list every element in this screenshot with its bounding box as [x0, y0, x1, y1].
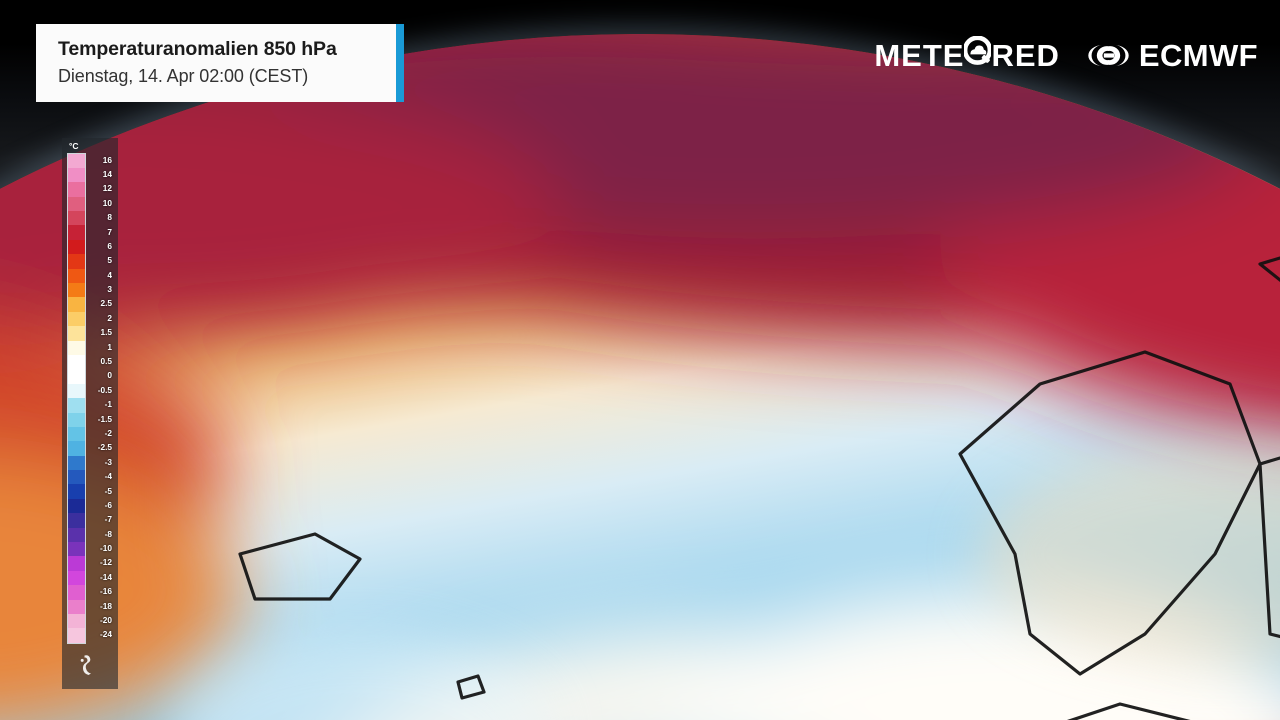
legend-tick: -1 — [104, 399, 112, 410]
legend-swatch — [68, 412, 85, 427]
legend-swatch — [68, 484, 85, 499]
legend-tick: -3 — [104, 456, 112, 467]
legend-tick: 6 — [107, 240, 112, 251]
color-scale-legend[interactable]: °C 16 14 12 10 8 7 6 5 4 3 2.5 2 1.5 1 0.5 0 -0.5 -1 -1.5 -… — [62, 138, 118, 689]
anomaly-field — [0, 34, 1280, 720]
meteored-logo[interactable]: METE RED — [874, 35, 1060, 75]
legend-tick: -16 — [100, 586, 112, 597]
legend-swatch — [68, 167, 85, 183]
legend-tick: 4 — [107, 269, 112, 280]
legend-tick: -5 — [104, 485, 112, 496]
legend-swatch — [68, 527, 85, 543]
legend-tick: 2 — [107, 312, 112, 323]
legend-tick: -2 — [104, 427, 112, 438]
forecast-timestamp: Dienstag, 14. Apr 02:00 (CEST) — [58, 66, 309, 87]
legend-tick: -0.5 — [97, 384, 112, 395]
legend-tick: -18 — [100, 600, 112, 611]
legend-tick: 12 — [102, 183, 112, 194]
legend-tick: -1.5 — [97, 413, 112, 424]
legend-unit-label: °C — [69, 141, 79, 151]
legend-swatch — [68, 455, 85, 471]
legend-swatch — [68, 297, 85, 312]
legend-tick-labels: 16 14 12 10 8 7 6 5 4 3 2.5 2 1.5 1 0.5 0 -0.5 -1 -1.5 -2 -2… — [90, 153, 114, 644]
legend-tick: 7 — [107, 226, 112, 237]
legend-tick: 5 — [107, 255, 112, 266]
legend-tick: -20 — [100, 615, 112, 626]
ecmwf-logo[interactable]: ECMWF — [1086, 38, 1258, 74]
accent-bar — [396, 24, 404, 102]
legend-swatch — [68, 225, 85, 240]
legend-tick: -7 — [104, 514, 112, 525]
legend-swatch — [68, 354, 85, 370]
legend-swatch — [68, 311, 85, 327]
legend-tick: -6 — [104, 499, 112, 510]
legend-tick: 0.5 — [100, 356, 112, 367]
legend-swatch — [68, 153, 85, 168]
cloud-icon — [963, 35, 993, 65]
ecmwf-arcs-icon — [1088, 45, 1129, 66]
meteored-text-before: METE — [874, 37, 965, 73]
page-title: Temperaturanomalien 850 hPa — [58, 38, 337, 61]
legend-swatch — [68, 426, 85, 442]
legend-tick: -2.5 — [97, 442, 112, 453]
legend-swatch — [68, 283, 85, 298]
legend-swatch — [68, 585, 85, 600]
legend-tick: 10 — [102, 197, 112, 208]
legend-swatch — [68, 542, 85, 557]
legend-tick: -4 — [104, 471, 112, 482]
legend-swatch — [68, 326, 85, 341]
legend-tick: 1.5 — [100, 327, 112, 338]
legend-swatch — [68, 513, 85, 528]
legend-tick: -12 — [100, 557, 112, 568]
legend-tick: -10 — [100, 543, 112, 554]
legend-swatch — [68, 556, 85, 571]
meteored-text-after: RED — [991, 37, 1060, 73]
legend-tick: 1 — [107, 341, 112, 352]
legend-swatch — [68, 383, 85, 399]
meteored-o-letter — [963, 35, 993, 75]
legend-tick: 0 — [107, 370, 112, 381]
legend-tick: 8 — [107, 212, 112, 223]
legend-tick: 3 — [107, 284, 112, 295]
legend-swatch — [68, 268, 85, 284]
legend-swatch — [68, 340, 85, 355]
legend-tick: 16 — [102, 154, 112, 165]
legend-swatch — [68, 498, 85, 514]
forecast-title-card: Temperaturanomalien 850 hPa Dienstag, 14… — [36, 24, 404, 102]
legend-tick: 14 — [102, 168, 112, 179]
legend-swatch — [68, 182, 85, 197]
legend-swatch — [68, 398, 85, 413]
legend-swatch — [68, 196, 85, 212]
legend-swatch — [68, 369, 85, 384]
legend-tick: -24 — [100, 629, 112, 640]
legend-tick: -8 — [104, 528, 112, 539]
meteored-watermark — [80, 655, 91, 675]
legend-swatch — [68, 599, 85, 614]
ecmwf-wordmark: ECMWF — [1138, 37, 1258, 73]
legend-swatch — [68, 570, 85, 586]
globe-disc — [0, 34, 1280, 720]
legend-tick: -14 — [100, 571, 112, 582]
legend-scale: 16 14 12 10 8 7 6 5 4 3 2.5 2 1.5 1 0.5 0 -0.5 -1 -1.5 -2 -2… — [67, 152, 114, 644]
legend-swatch — [68, 441, 85, 456]
legend-swatch — [68, 254, 85, 269]
legend-swatch — [68, 211, 85, 226]
legend-swatch — [68, 628, 85, 643]
legend-swatch — [68, 614, 85, 629]
legend-swatch — [68, 470, 85, 485]
legend-swatches — [67, 152, 86, 644]
brand-bar: METE RED ECMWF — [874, 35, 1258, 75]
legend-swatch — [68, 239, 85, 255]
legend-tick: 2.5 — [100, 298, 112, 309]
